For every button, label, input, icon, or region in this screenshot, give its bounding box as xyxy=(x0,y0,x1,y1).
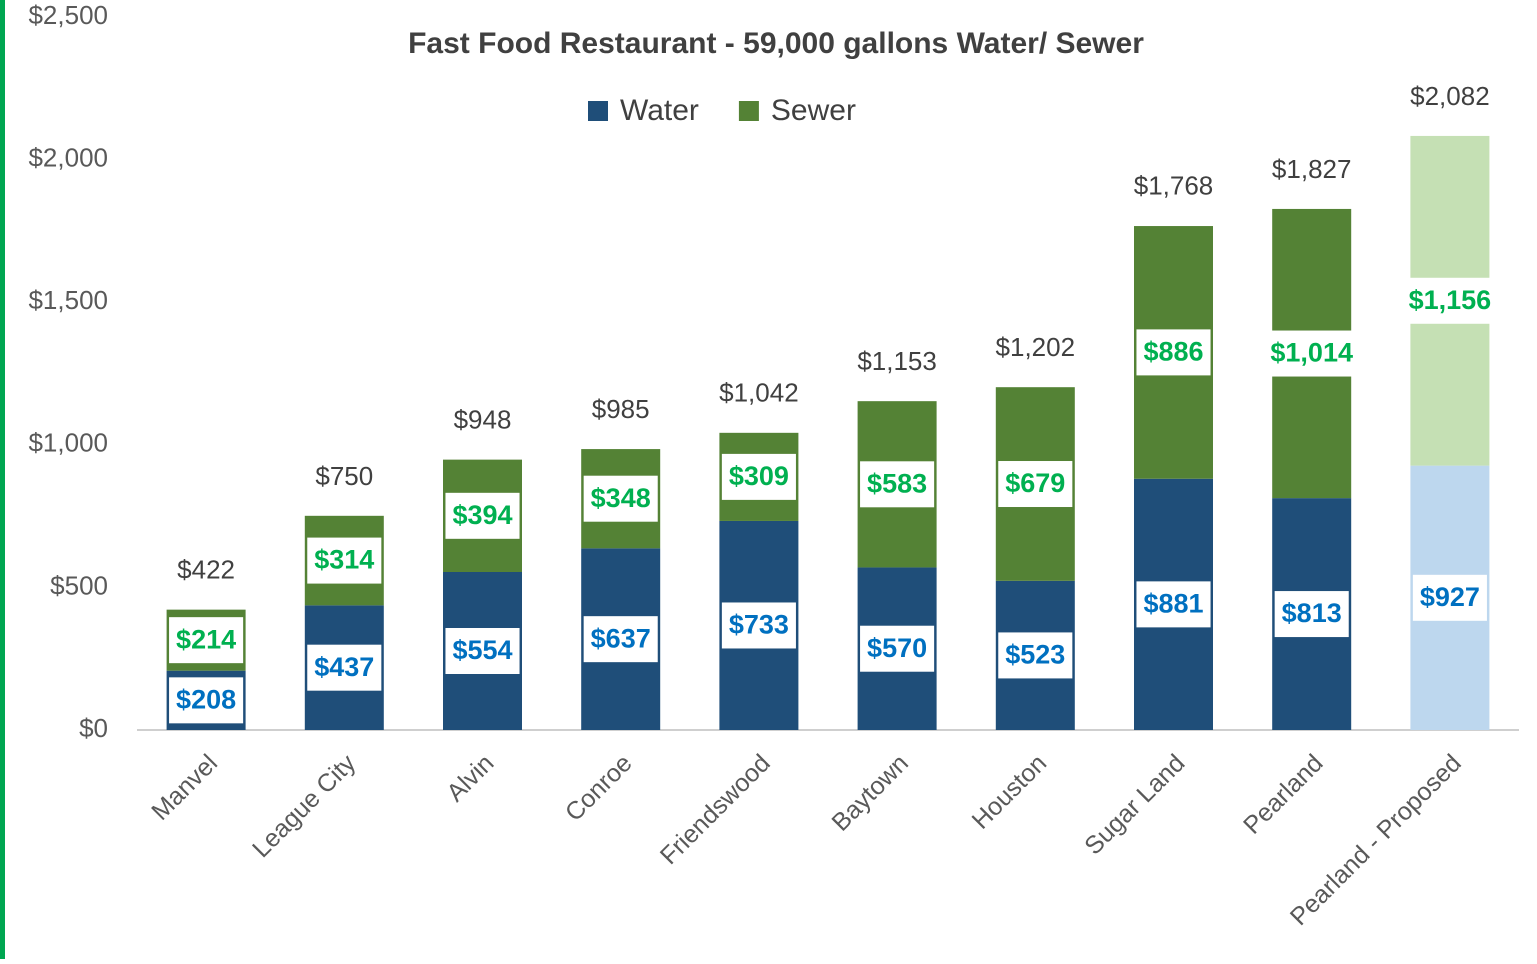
y-tick-label: $500 xyxy=(50,570,108,600)
data-label: $523 xyxy=(1005,640,1065,670)
data-label-box xyxy=(1136,329,1211,376)
data-label-box xyxy=(169,677,244,724)
data-label-box xyxy=(307,644,382,691)
data-label: $1,156 xyxy=(1409,285,1492,315)
data-label-box xyxy=(1136,581,1211,628)
data-label-box xyxy=(583,616,658,663)
data-label: $348 xyxy=(591,483,651,513)
data-label: $309 xyxy=(729,461,789,491)
y-tick-label: $1,000 xyxy=(28,428,108,458)
data-label-box xyxy=(721,453,796,500)
data-label-box xyxy=(860,461,935,508)
data-label-box xyxy=(1263,330,1360,377)
y-tick-label: $2,000 xyxy=(28,142,108,172)
total-label: $2,082 xyxy=(1410,81,1490,111)
total-label: $1,153 xyxy=(857,346,937,376)
data-label: $437 xyxy=(314,652,374,682)
data-label: $886 xyxy=(1143,337,1203,367)
data-label: $733 xyxy=(729,610,789,640)
data-label-box xyxy=(445,492,520,539)
data-label-box xyxy=(583,475,658,522)
legend-label: Water xyxy=(620,94,699,127)
data-label: $554 xyxy=(452,635,512,665)
total-label: $1,827 xyxy=(1272,154,1352,184)
data-label: $1,014 xyxy=(1270,338,1353,368)
data-label-box xyxy=(1412,574,1487,621)
data-label: $583 xyxy=(867,468,927,498)
legend-swatch xyxy=(738,101,759,121)
total-label: $1,042 xyxy=(719,378,799,408)
legend-label: Sewer xyxy=(771,94,856,127)
y-tick-label: $1,500 xyxy=(28,285,108,315)
total-label: $1,768 xyxy=(1134,171,1214,201)
data-label: $394 xyxy=(452,500,512,530)
total-label: $422 xyxy=(177,555,235,585)
data-label: $927 xyxy=(1420,582,1480,612)
data-label-box xyxy=(721,602,796,649)
data-label: $881 xyxy=(1143,588,1203,618)
data-label-box xyxy=(1401,277,1499,324)
y-tick-label: $0 xyxy=(79,713,108,743)
data-label: $679 xyxy=(1005,468,1065,498)
legend-swatch xyxy=(588,101,608,121)
data-label-box xyxy=(860,625,935,672)
data-label: $813 xyxy=(1282,598,1342,628)
chart-title: Fast Food Restaurant - 59,000 gallons Wa… xyxy=(408,27,1144,60)
data-label: $637 xyxy=(591,623,651,653)
total-label: $985 xyxy=(592,394,650,424)
data-label: $314 xyxy=(314,545,374,575)
data-label-box xyxy=(998,632,1073,679)
data-label: $570 xyxy=(867,633,927,663)
data-label-box xyxy=(445,627,520,674)
data-label-box xyxy=(169,617,244,664)
total-label: $750 xyxy=(315,461,373,491)
total-label: $948 xyxy=(454,405,512,435)
y-tick-label: $2,500 xyxy=(28,0,108,30)
total-label: $1,202 xyxy=(996,332,1076,362)
data-label: $208 xyxy=(176,684,236,714)
data-label: $214 xyxy=(176,624,236,654)
data-label-box xyxy=(1274,591,1349,638)
data-label-box xyxy=(307,537,382,584)
data-label-box xyxy=(998,461,1073,508)
edge-stripe xyxy=(0,0,5,959)
